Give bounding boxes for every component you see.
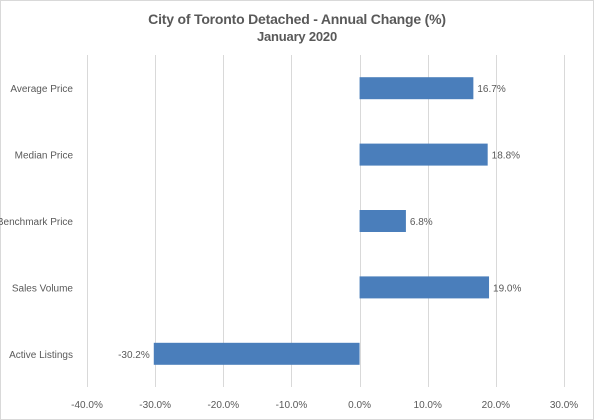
gridlines (87, 55, 565, 387)
chart-subtitle: January 2020 (257, 29, 337, 44)
bar (359, 276, 490, 299)
bar (359, 77, 474, 100)
x-tick-label: 30.0% (550, 400, 578, 411)
bars (153, 77, 490, 365)
x-tick-label: 0.0% (348, 400, 371, 411)
x-tick-label: -30.0% (139, 400, 171, 411)
chart-title: City of Toronto Detached - Annual Change… (148, 11, 446, 27)
bar (359, 143, 488, 166)
x-tick-label: 20.0% (482, 400, 510, 411)
value-labels: 16.7% 18.8% 6.8% 19.0% -30.2% (118, 84, 521, 361)
category-labels: Average Price Median Price Benchmark Price… (0, 84, 73, 361)
value-label: 16.7% (477, 84, 505, 95)
value-label: 19.0% (493, 283, 521, 294)
x-tick-label: 10.0% (414, 400, 442, 411)
x-tick-label: -40.0% (71, 400, 103, 411)
bar (359, 210, 406, 232)
value-label: -30.2% (118, 350, 150, 361)
x-tick-labels: -40.0% -30.0% -20.0% -10.0% 0.0% 10.0% 20.0% 30… (71, 400, 578, 411)
category-label: Active Listings (9, 350, 73, 361)
bar (153, 342, 360, 365)
category-label: Median Price (15, 151, 74, 162)
value-label: 6.8% (410, 217, 433, 228)
x-tick-label: -10.0% (276, 400, 308, 411)
category-label: Average Price (10, 84, 73, 95)
x-tick-label: -20.0% (207, 400, 239, 411)
category-label: Sales Volume (12, 283, 74, 294)
category-label: Benchmark Price (0, 217, 73, 228)
value-label: 18.8% (492, 151, 520, 162)
